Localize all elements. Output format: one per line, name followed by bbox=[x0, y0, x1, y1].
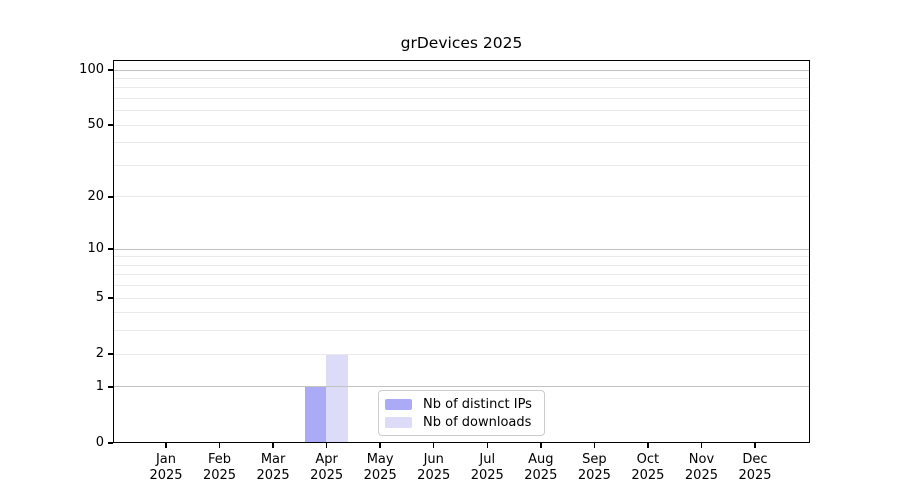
x-tick-year: 2025 bbox=[524, 468, 558, 483]
x-tick-mark bbox=[754, 443, 756, 448]
x-tick-year: 2025 bbox=[577, 468, 611, 483]
x-tick-year: 2025 bbox=[310, 468, 344, 483]
plot-area bbox=[113, 60, 810, 443]
x-tick-label: Jul 2025 bbox=[455, 452, 519, 484]
x-tick-mark bbox=[432, 443, 435, 448]
x-tick-year: 2025 bbox=[470, 468, 504, 483]
x-tick-year: 2025 bbox=[684, 468, 718, 483]
x-tick-mark bbox=[486, 443, 489, 448]
x-tick-year: 2025 bbox=[417, 468, 451, 483]
x-tick-label: May 2025 bbox=[348, 452, 412, 484]
y-tick-label: 1 bbox=[95, 378, 104, 394]
x-tick-year: 2025 bbox=[256, 468, 290, 483]
x-tick-mark bbox=[700, 443, 703, 448]
x-tick-month: May bbox=[366, 452, 394, 467]
gridline-minor bbox=[114, 164, 809, 166]
x-tick-label: Mar 2025 bbox=[241, 452, 305, 484]
gridline-minor bbox=[114, 87, 809, 89]
x-tick-label: Jun 2025 bbox=[402, 452, 466, 484]
x-tick-year: 2025 bbox=[631, 468, 665, 483]
gridline-minor bbox=[114, 264, 809, 266]
gridline-minor bbox=[114, 274, 809, 276]
x-tick-month: Dec bbox=[742, 452, 768, 467]
legend-swatch bbox=[385, 398, 412, 410]
x-tick-mark bbox=[593, 443, 596, 448]
y-tick-mark bbox=[108, 353, 113, 355]
legend-label: Nb of distinct IPs bbox=[423, 396, 532, 412]
x-tick-month: Jun bbox=[423, 452, 444, 467]
x-tick-month: Sep bbox=[582, 452, 607, 467]
x-tick-mark bbox=[540, 443, 542, 448]
y-tick-mark bbox=[108, 297, 113, 299]
x-tick-label: Feb 2025 bbox=[188, 452, 252, 484]
x-tick-mark bbox=[165, 443, 167, 448]
x-tick-month: Nov bbox=[688, 452, 715, 467]
x-tick-year: 2025 bbox=[149, 468, 183, 483]
x-tick-year: 2025 bbox=[738, 468, 772, 483]
x-tick-mark bbox=[325, 443, 328, 448]
x-tick-label: Jan 2025 bbox=[134, 452, 198, 484]
legend-item: Nb of downloads bbox=[385, 415, 538, 430]
x-tick-label: Nov 2025 bbox=[669, 452, 733, 484]
gridline-minor bbox=[114, 142, 809, 144]
gridline-minor bbox=[114, 312, 809, 314]
x-tick-month: Aug bbox=[528, 452, 554, 467]
y-tick-label: 50 bbox=[87, 117, 104, 133]
y-tick-mark bbox=[108, 248, 113, 250]
x-tick-month: Oct bbox=[636, 452, 660, 467]
legend-swatch bbox=[385, 416, 412, 428]
y-tick-mark bbox=[108, 386, 113, 388]
y-tick-label: 20 bbox=[87, 188, 104, 204]
x-tick-month: Jan bbox=[155, 452, 177, 467]
gridline-minor bbox=[114, 285, 809, 287]
legend: Nb of distinct IPs Nb of downloads bbox=[378, 390, 545, 436]
gridline-minor bbox=[114, 97, 809, 99]
x-tick-label: Sep 2025 bbox=[562, 452, 626, 484]
gridline-minor bbox=[114, 353, 809, 355]
x-tick-month: Mar bbox=[260, 452, 286, 467]
x-tick-mark bbox=[379, 443, 381, 448]
x-tick-month: Jul bbox=[479, 452, 496, 467]
gridline-major bbox=[114, 386, 809, 388]
x-tick-month: Feb bbox=[208, 452, 232, 467]
gridline-minor bbox=[114, 110, 809, 112]
y-tick-mark bbox=[108, 196, 113, 198]
legend-label: Nb of downloads bbox=[423, 414, 532, 430]
y-tick-label: 2 bbox=[95, 346, 104, 362]
legend-item: Nb of distinct IPs bbox=[385, 397, 538, 412]
y-tick-mark bbox=[108, 69, 113, 71]
bar-distinct-ips bbox=[304, 386, 327, 442]
x-tick-year: 2025 bbox=[202, 468, 237, 483]
x-tick-label: Oct 2025 bbox=[616, 452, 680, 484]
gridline-major bbox=[114, 69, 809, 71]
gridline-minor bbox=[114, 256, 809, 258]
gridline-minor bbox=[114, 124, 809, 126]
y-tick-label: 100 bbox=[79, 62, 104, 77]
x-tick-label: Dec 2025 bbox=[723, 452, 787, 484]
x-tick-year: 2025 bbox=[363, 468, 397, 483]
gridline-minor bbox=[114, 297, 809, 299]
x-tick-label: Aug 2025 bbox=[509, 452, 573, 484]
gridline-minor bbox=[114, 330, 809, 332]
y-tick-label: 5 bbox=[95, 290, 104, 306]
y-tick-mark bbox=[108, 442, 113, 444]
y-tick-mark bbox=[108, 124, 113, 126]
bar-downloads bbox=[326, 353, 348, 442]
gridline-minor bbox=[114, 77, 809, 79]
x-tick-mark bbox=[647, 443, 649, 448]
y-tick-label: 10 bbox=[87, 241, 104, 257]
chart-title: grDevices 2025 bbox=[400, 34, 523, 52]
x-tick-mark bbox=[218, 443, 221, 448]
x-tick-mark bbox=[272, 443, 274, 448]
gridline-minor bbox=[114, 196, 809, 198]
gridline-major bbox=[114, 248, 809, 250]
x-tick-month: Apr bbox=[315, 452, 338, 467]
x-tick-label: Apr 2025 bbox=[295, 452, 359, 484]
y-tick-label: 0 bbox=[95, 435, 104, 450]
